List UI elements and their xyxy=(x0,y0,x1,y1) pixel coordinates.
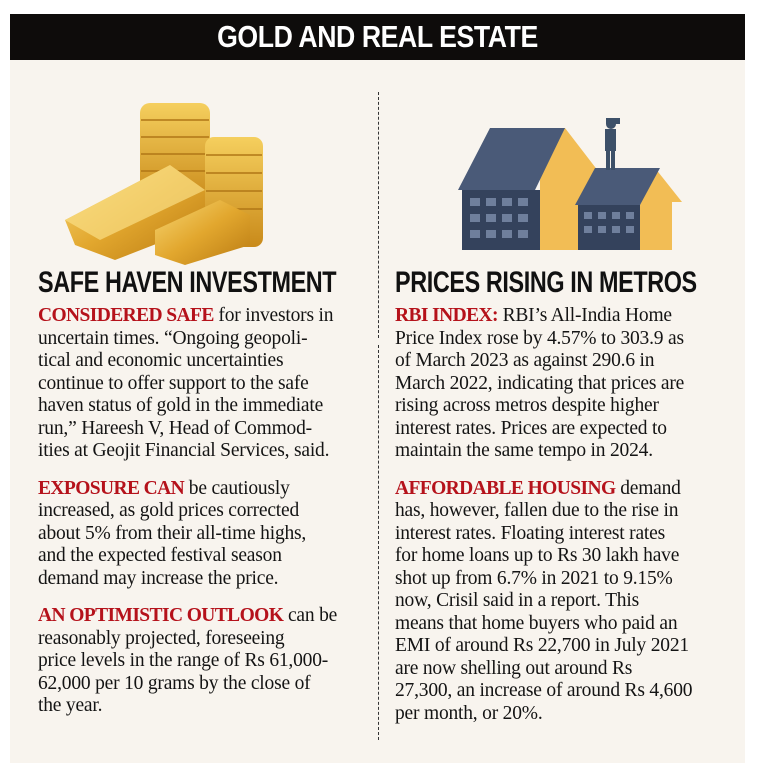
lead-in: EXPOSURE CAN xyxy=(38,477,185,499)
body-text: for investors in xyxy=(213,305,334,326)
text-line: shot up from 6.7% in 2021 to 9.15% xyxy=(395,567,673,589)
text-line: March 2022, indicating that prices are xyxy=(395,372,685,394)
text-line: AFFORDABLE HOUSING demand xyxy=(395,478,735,501)
paragraph: AFFORDABLE HOUSING demand has, however, f… xyxy=(395,478,735,726)
text-line: and the expected festival season xyxy=(38,545,282,566)
text-line: price levels in the range of Rs 61,000- xyxy=(38,650,329,671)
text-line: of March 2023 as against 290.6 in xyxy=(395,350,655,371)
text-line: Price Index rose by 4.57% to 303.9 as xyxy=(395,327,684,349)
person-with-binoculars xyxy=(605,118,620,170)
text-line: for home loans up to Rs 30 lakh have xyxy=(395,545,680,566)
left-column: CONSIDERED SAFE for investors in uncertai… xyxy=(38,305,368,733)
text-line: RBI INDEX: RBI’s All-India Home xyxy=(395,305,735,328)
text-line: ities at Geojit Financial Services, said… xyxy=(38,440,330,461)
text-line: tical and economic uncertainties xyxy=(38,350,284,371)
text-line: continue to offer support to the safe xyxy=(38,372,309,394)
text-line: 27,300, an increase of around Rs 4,600 xyxy=(395,680,693,701)
paragraph: CONSIDERED SAFE for investors in uncertai… xyxy=(38,305,368,463)
body-text: demand xyxy=(615,477,681,499)
text-line: means that home buyers who paid an xyxy=(395,612,678,634)
text-line: demand may increase the price. xyxy=(38,567,279,589)
text-line: reasonably projected, foreseeing xyxy=(38,627,285,649)
text-line: rising across metros despite higher xyxy=(395,395,659,416)
text-line: EXPOSURE CAN be cautiously xyxy=(38,478,368,501)
buildings-rising-arrows-illustration xyxy=(458,118,682,250)
paragraph: AN OPTIMISTIC OUTLOOK can be reasonably p… xyxy=(38,605,368,718)
text-line: EMI of around Rs 22,700 in July 2021 xyxy=(395,635,689,656)
column-divider xyxy=(378,345,379,740)
text-line: maintain the same tempo in 2024. xyxy=(395,440,653,461)
text-line: increased, as gold prices corrected xyxy=(38,500,299,521)
building xyxy=(575,168,660,250)
page-title: GOLD AND REAL ESTATE xyxy=(217,19,538,54)
text-line: are now shelling out around Rs xyxy=(395,657,633,679)
lead-in: AFFORDABLE HOUSING xyxy=(395,477,616,499)
paragraph: EXPOSURE CAN be cautiously increased, as … xyxy=(38,478,368,591)
gold-bars-and-coins-illustration xyxy=(65,103,263,265)
text-line: AN OPTIMISTIC OUTLOOK can be xyxy=(38,605,368,628)
text-line: per month, or 20%. xyxy=(395,702,543,724)
right-column: RBI INDEX: RBI’s All-India Home Price Ind… xyxy=(395,305,735,740)
gold-bar xyxy=(155,200,250,265)
text-line: haven status of gold in the immediate xyxy=(38,395,324,416)
body-text: can be xyxy=(283,605,338,626)
text-line: 62,000 per 10 grams by the close of xyxy=(38,672,311,694)
text-line: about 5% from their all-time highs, xyxy=(38,522,307,544)
text-line: CONSIDERED SAFE for investors in xyxy=(38,305,368,328)
column-divider xyxy=(378,92,379,338)
right-heading: PRICES RISING IN METROS xyxy=(395,266,697,299)
lead-in: RBI INDEX: xyxy=(395,305,498,326)
text-line: now, Crisil said in a report. This xyxy=(395,590,639,611)
text-line: interest rates. Floating interest rates xyxy=(395,522,665,544)
text-line: run,” Hareesh V, Head of Commod- xyxy=(38,417,312,439)
title-banner: GOLD AND REAL ESTATE xyxy=(10,14,745,60)
paragraph: RBI INDEX: RBI’s All-India Home Price Ind… xyxy=(395,305,735,463)
lead-in: AN OPTIMISTIC OUTLOOK xyxy=(38,605,284,626)
body-text: RBI’s All-India Home xyxy=(497,305,673,326)
lead-in: CONSIDERED SAFE xyxy=(38,305,214,326)
body-text: be cautiously xyxy=(184,477,290,499)
text-line: the year. xyxy=(38,695,103,716)
text-line: has, however, fallen due to the rise in xyxy=(395,500,679,521)
text-line: interest rates. Prices are expected to xyxy=(395,417,667,439)
text-line: uncertain times. “Ongoing geopoli- xyxy=(38,327,308,349)
building xyxy=(458,128,565,250)
left-heading: SAFE HAVEN INVESTMENT xyxy=(38,266,337,299)
